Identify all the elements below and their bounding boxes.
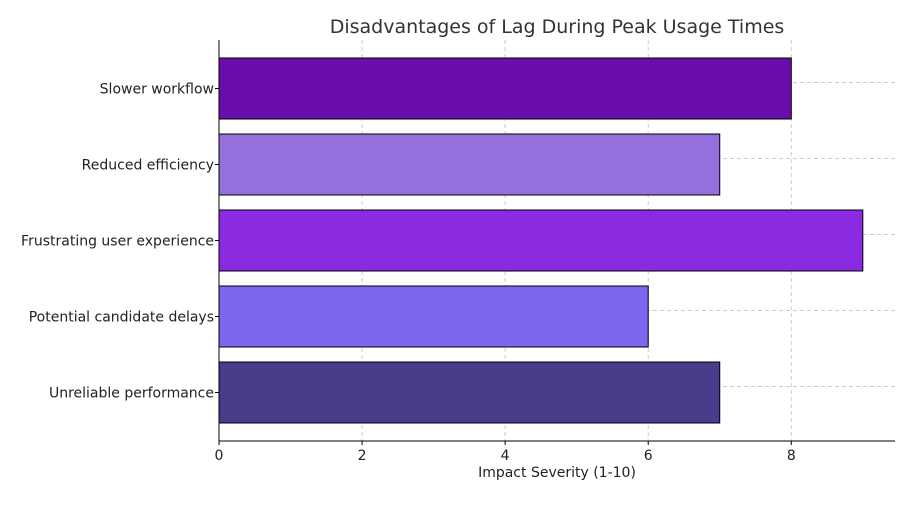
- category-label-3: Potential candidate delays: [29, 310, 214, 326]
- bar-4: [218, 361, 721, 424]
- category-labels: Slower workflow Reduced efficiency Frustra…: [21, 82, 214, 402]
- bars: [218, 57, 864, 424]
- bar-3: [218, 285, 649, 348]
- bar-1: [218, 133, 721, 196]
- x-tick-label-3: 6: [644, 448, 653, 464]
- chart-title: Disadvantages of Lag During Peak Usage T…: [330, 16, 785, 38]
- category-label-1: Reduced efficiency: [82, 158, 214, 174]
- category-label-4: Unreliable performance: [49, 386, 214, 402]
- x-tick-label-4: 8: [787, 448, 796, 464]
- x-tick-labels: 0 2 4 6 8: [215, 448, 796, 464]
- x-tick-label-2: 4: [501, 448, 510, 464]
- category-label-0: Slower workflow: [100, 82, 214, 98]
- bar-0: [218, 57, 792, 120]
- x-axis-label: Impact Severity (1-10): [478, 465, 636, 481]
- axes: [215, 40, 895, 445]
- category-label-2: Frustrating user experience: [21, 234, 214, 250]
- x-tick-label-1: 2: [358, 448, 367, 464]
- bar-2: [218, 209, 864, 272]
- x-tick-label-0: 0: [215, 448, 224, 464]
